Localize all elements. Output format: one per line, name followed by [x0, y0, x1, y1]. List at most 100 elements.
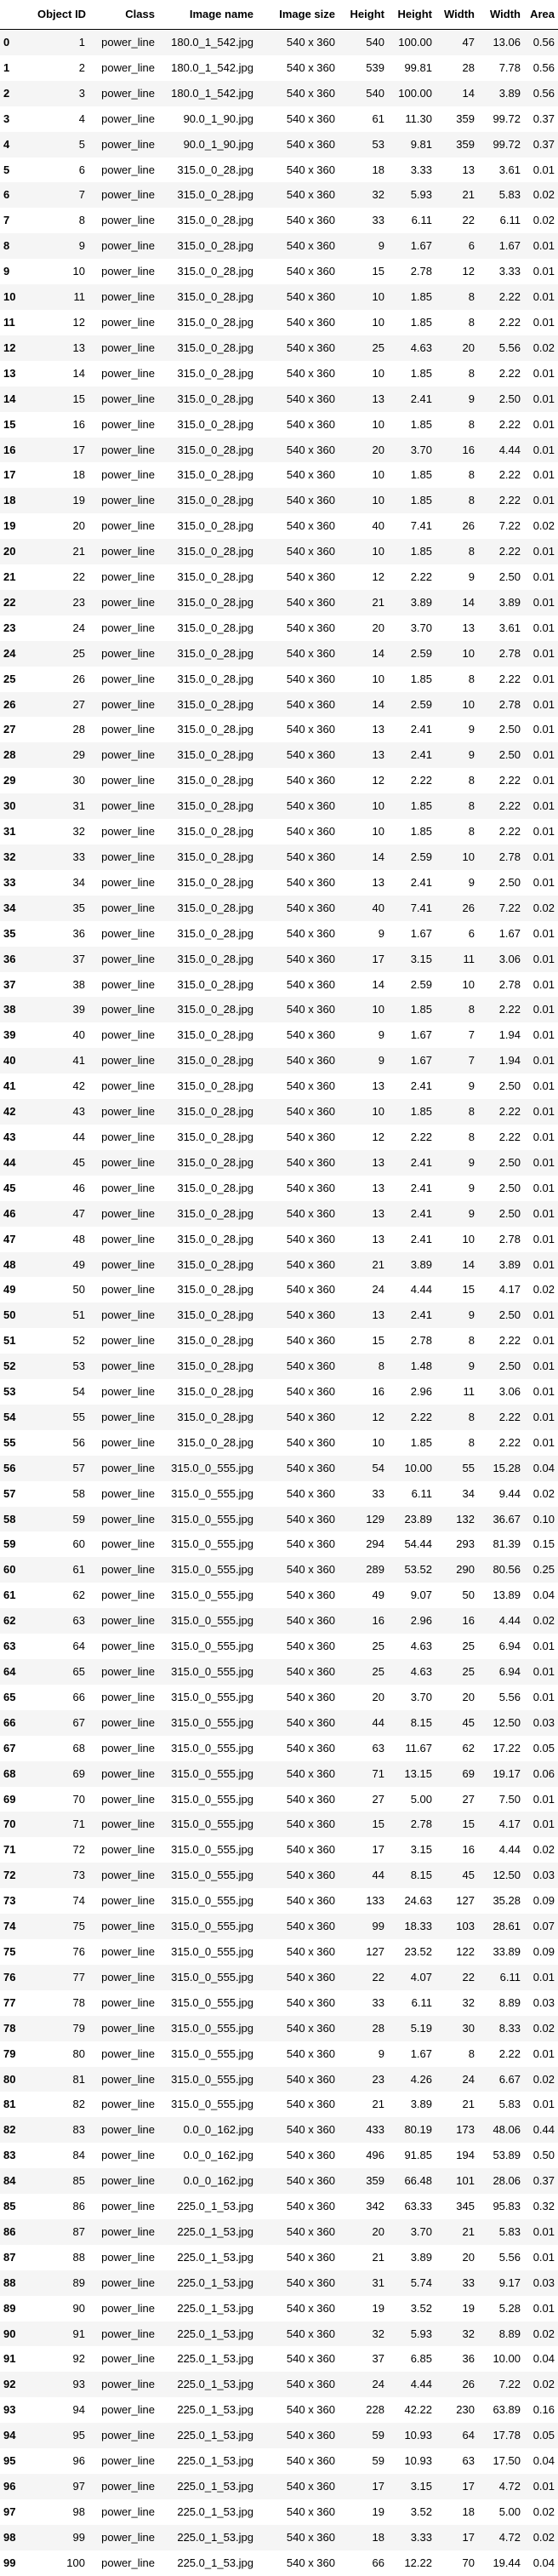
table-cell: 2.41	[388, 1073, 436, 1099]
table-cell: 315.0_0_555.jpg	[158, 1583, 257, 1608]
table-cell: 0.01	[524, 997, 558, 1022]
table-cell: 0.01	[524, 412, 558, 438]
table-cell: power_line	[88, 2245, 158, 2270]
row-index: 84	[0, 2168, 34, 2194]
table-cell: 10	[339, 412, 388, 438]
table-cell: 540 x 360	[257, 182, 339, 208]
table-cell: 11	[436, 1379, 478, 1405]
table-row: 15 16 power_line 315.0_0_28.jpg 540 x 360 10 1…	[0, 412, 558, 438]
table-cell: 0.01	[524, 870, 558, 896]
table-cell: power_line	[88, 2525, 158, 2550]
row-index: 79	[0, 2041, 34, 2067]
table-cell: 540 x 360	[257, 615, 339, 641]
table-row: 70 71 power_line 315.0_0_555.jpg 540 x 360 15…	[0, 1812, 558, 1837]
row-index: 17	[0, 462, 34, 488]
table-cell: 10	[339, 997, 388, 1022]
row-index: 14	[0, 386, 34, 412]
row-index: 47	[0, 1227, 34, 1252]
table-cell: 0.01	[524, 1379, 558, 1405]
table-row: 65 66 power_line 315.0_0_555.jpg 540 x 360 20…	[0, 1685, 558, 1710]
table-cell: 71	[34, 1812, 88, 1837]
table-cell: 13	[339, 1227, 388, 1252]
table-cell: 23.89	[388, 1507, 436, 1532]
row-index: 69	[0, 1787, 34, 1812]
table-cell: 0.01	[524, 1354, 558, 1379]
table-cell: 21	[339, 1252, 388, 1278]
table-cell: 101	[436, 2168, 478, 2194]
table-cell: 39	[34, 997, 88, 1022]
table-cell: power_line	[88, 2448, 158, 2474]
table-cell: 0.01	[524, 438, 558, 463]
table-cell: 20	[436, 335, 478, 361]
table-cell: 359	[436, 132, 478, 157]
table-cell: 0.09	[524, 1888, 558, 1914]
table-row: 76 77 power_line 315.0_0_555.jpg 540 x 360 22…	[0, 1965, 558, 1990]
table-cell: 540 x 360	[257, 742, 339, 768]
table-cell: 13	[34, 335, 88, 361]
table-cell: 67	[34, 1710, 88, 1736]
table-cell: 315.0_0_28.jpg	[158, 692, 257, 718]
row-index: 89	[0, 2296, 34, 2321]
table-cell: 26	[436, 2372, 478, 2397]
table-cell: power_line	[88, 590, 158, 615]
table-row: 75 76 power_line 315.0_0_555.jpg 540 x 360 12…	[0, 1939, 558, 1965]
table-cell: power_line	[88, 997, 158, 1022]
table-cell: power_line	[88, 2550, 158, 2576]
table-cell: 540 x 360	[257, 1302, 339, 1328]
table-row: 38 39 power_line 315.0_0_28.jpg 540 x 360 10 1…	[0, 997, 558, 1022]
table-cell: power_line	[88, 1583, 158, 1608]
table-cell: 0.16	[524, 2397, 558, 2423]
table-cell: 12.22	[388, 2550, 436, 2576]
table-cell: power_line	[88, 641, 158, 667]
row-index: 52	[0, 1354, 34, 1379]
table-cell: 17	[34, 438, 88, 463]
table-cell: 315.0_0_555.jpg	[158, 1481, 257, 1507]
table-cell: 0.01	[524, 2219, 558, 2245]
table-cell: 10	[436, 1227, 478, 1252]
table-row: 9 10 power_line 315.0_0_28.jpg 540 x 360 15 2.…	[0, 259, 558, 284]
table-cell: 3.33	[388, 157, 436, 183]
table-cell: 13	[339, 742, 388, 768]
table-cell: 540 x 360	[257, 106, 339, 132]
table-cell: 3.89	[478, 590, 524, 615]
table-cell: 0.10	[524, 1507, 558, 1532]
table-cell: 1.85	[388, 1430, 436, 1456]
table-cell: power_line	[88, 1939, 158, 1965]
table-cell: 3	[34, 81, 88, 106]
table-row: 27 28 power_line 315.0_0_28.jpg 540 x 360 13 2…	[0, 717, 558, 742]
table-cell: 0.01	[524, 1150, 558, 1176]
table-row: 52 53 power_line 315.0_0_28.jpg 540 x 360 8 1.…	[0, 1354, 558, 1379]
table-cell: power_line	[88, 1557, 158, 1583]
table-cell: 49	[34, 1252, 88, 1278]
table-cell: 14	[339, 692, 388, 718]
table-cell: 540 x 360	[257, 1507, 339, 1532]
table-cell: 31	[34, 793, 88, 819]
table-cell: 540 x 360	[257, 2245, 339, 2270]
table-cell: 26	[436, 896, 478, 921]
table-cell: 6.11	[478, 208, 524, 233]
table-cell: power_line	[88, 2346, 158, 2372]
table-cell: power_line	[88, 819, 158, 844]
table-cell: 13.15	[388, 1761, 436, 1787]
table-cell: 53.89	[478, 2143, 524, 2168]
table-cell: 3.70	[388, 438, 436, 463]
table-cell: 0.01	[524, 667, 558, 692]
table-cell: 2.96	[388, 1608, 436, 1634]
table-cell: 1.85	[388, 667, 436, 692]
table-cell: 50	[436, 1583, 478, 1608]
table-cell: 53	[339, 132, 388, 157]
table-cell: power_line	[88, 132, 158, 157]
table-cell: 83	[34, 2117, 88, 2143]
row-index: 32	[0, 844, 34, 870]
table-cell: 315.0_0_28.jpg	[158, 1379, 257, 1405]
table-cell: 2.22	[478, 284, 524, 310]
table-row: 97 98 power_line 225.0_1_53.jpg 540 x 360 19 3…	[0, 2499, 558, 2525]
table-cell: 315.0_0_28.jpg	[158, 1252, 257, 1278]
table-cell: 540 x 360	[257, 1736, 339, 1761]
table-row: 84 85 power_line 0.0_0_162.jpg 540 x 360 359 6…	[0, 2168, 558, 2194]
table-cell: 10	[339, 488, 388, 513]
table-cell: 15.28	[478, 1456, 524, 1481]
table-cell: power_line	[88, 1022, 158, 1048]
table-row: 79 80 power_line 315.0_0_555.jpg 540 x 360 9 1…	[0, 2041, 558, 2067]
table-cell: 315.0_0_28.jpg	[158, 997, 257, 1022]
